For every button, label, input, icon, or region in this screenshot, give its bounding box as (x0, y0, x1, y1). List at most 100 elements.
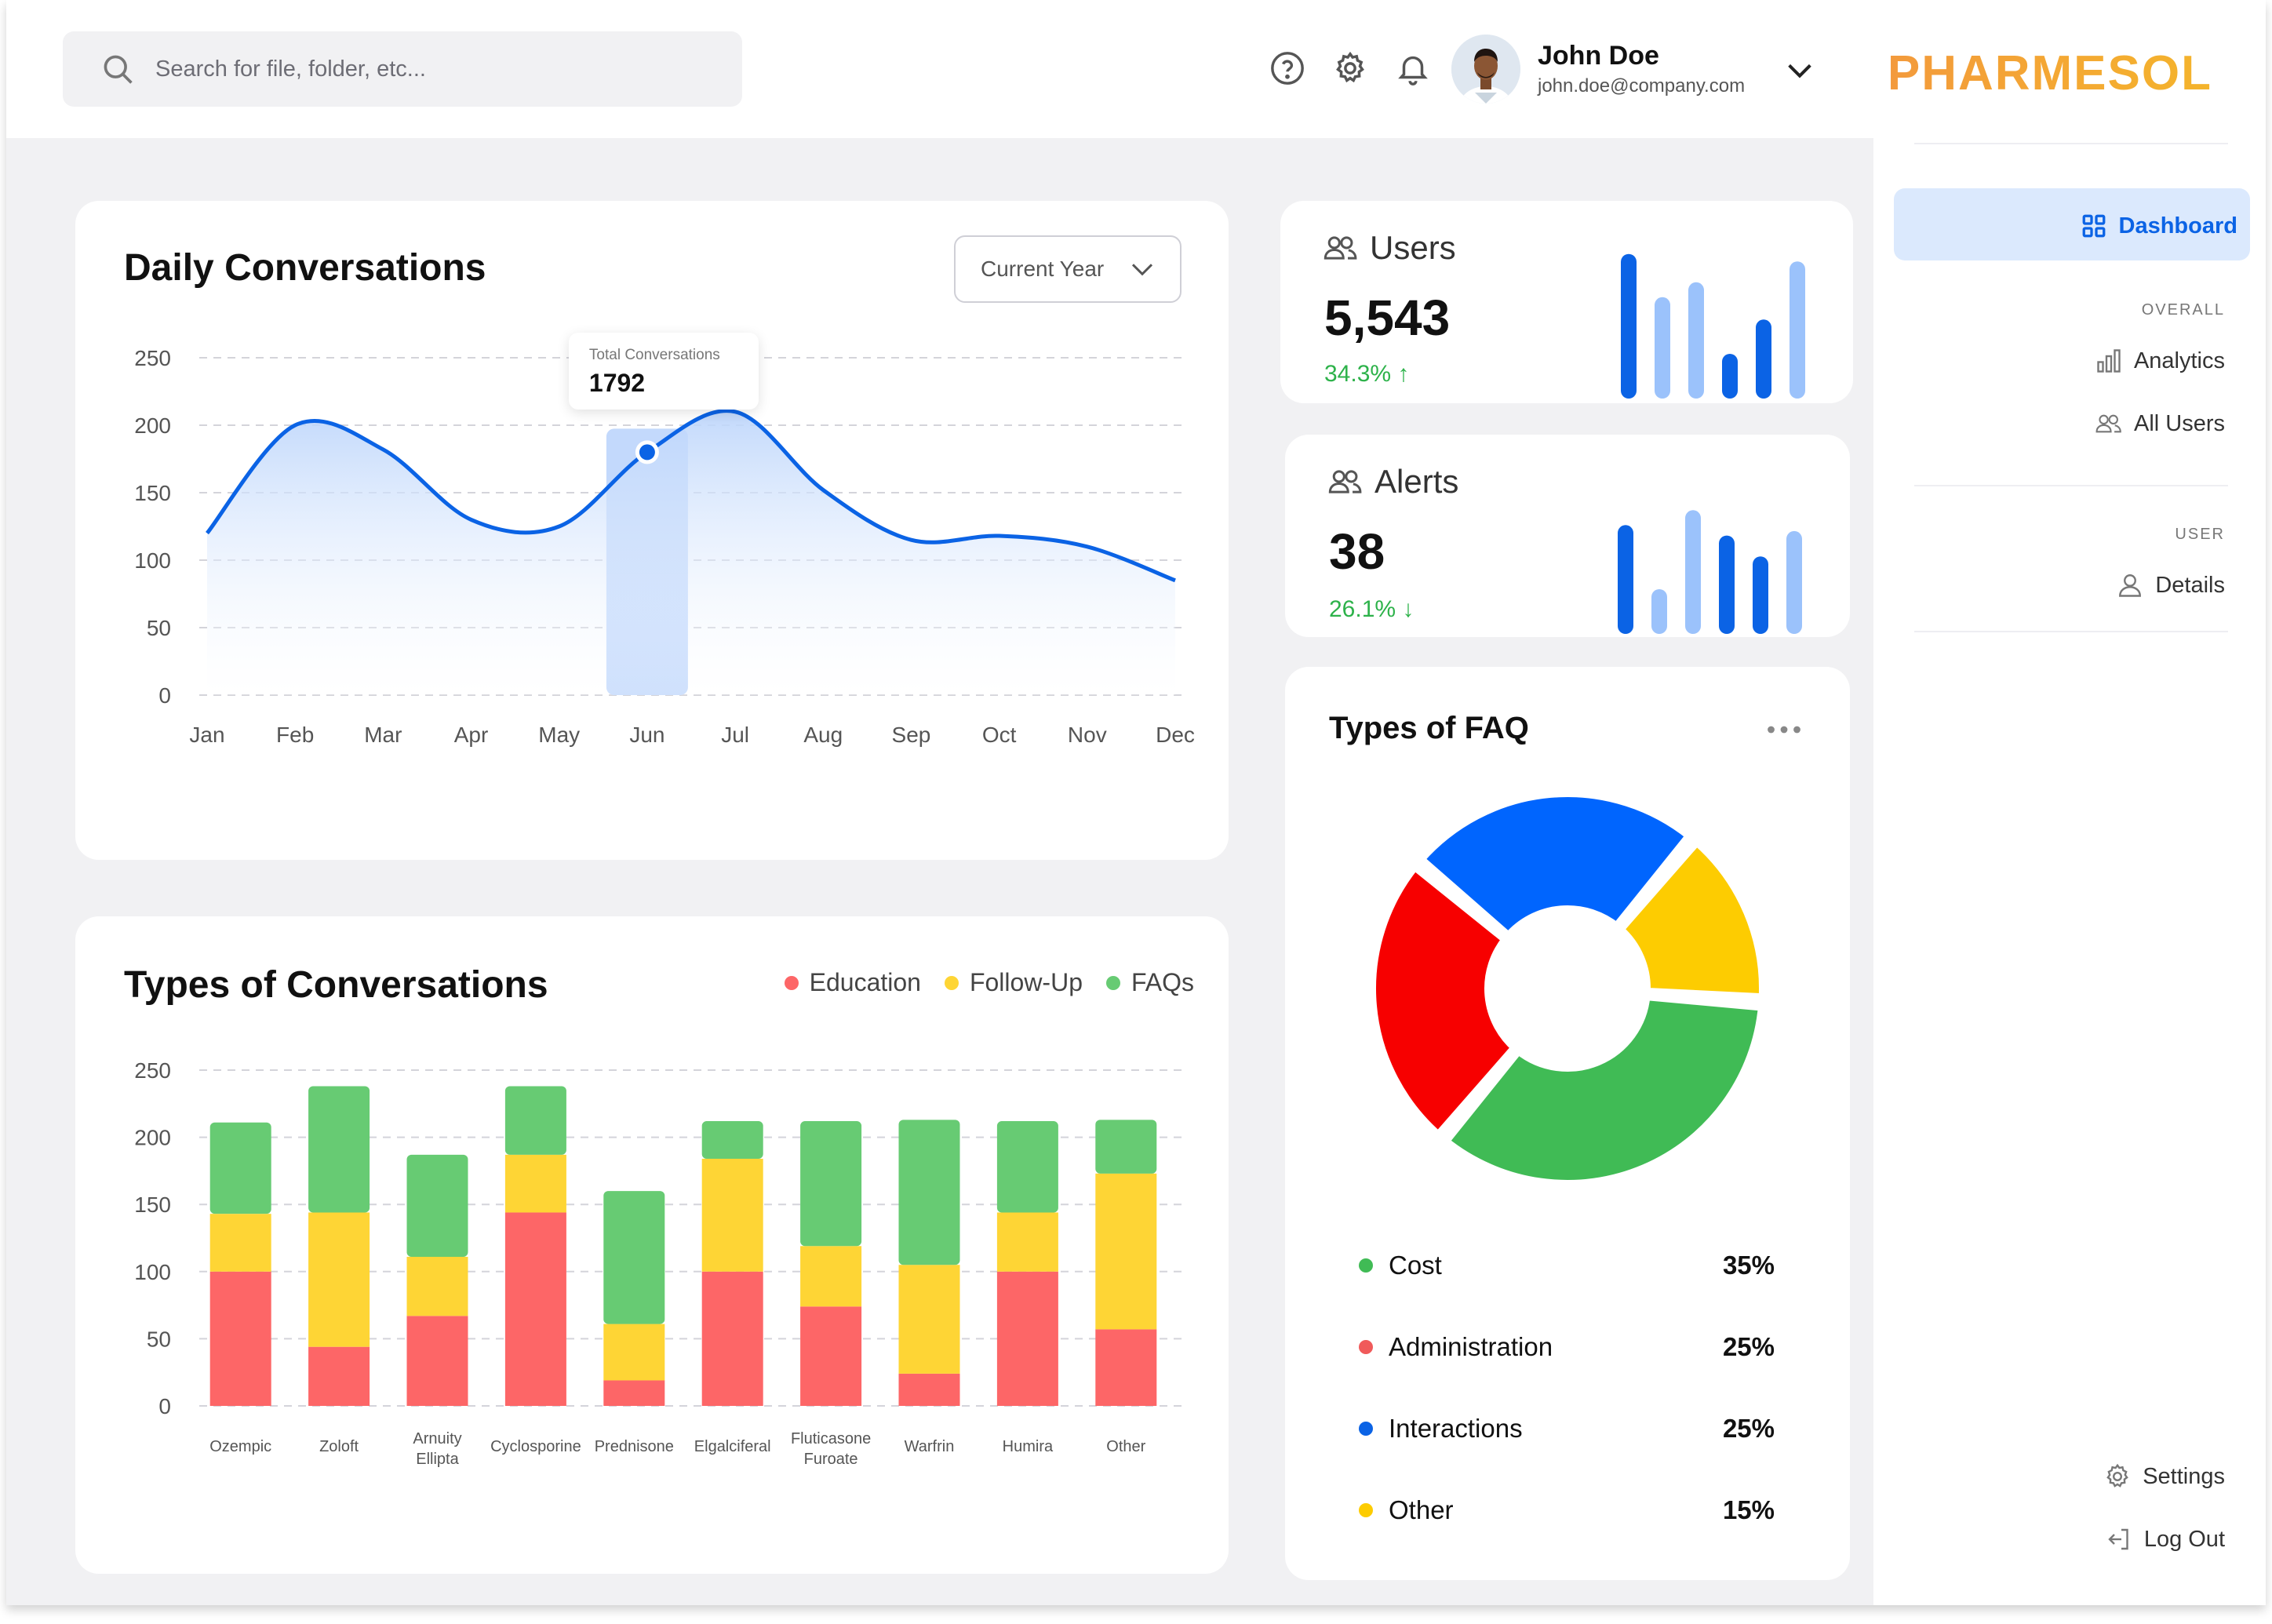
help-icon[interactable] (1269, 50, 1305, 86)
data-point[interactable] (639, 444, 655, 461)
more-options-icon[interactable] (1767, 725, 1801, 734)
tooltip-label: Total Conversations (588, 347, 720, 364)
spark-bar (1688, 282, 1704, 399)
sidebar-item-label: Details (2155, 572, 2225, 598)
legend-item-faqs[interactable]: FAQs (1105, 968, 1194, 997)
spark-bar (1685, 510, 1701, 634)
x-tick-label: Elgalciferal (694, 1438, 771, 1455)
bar-segment-faqs[interactable] (603, 1191, 665, 1324)
x-tick-label: May (538, 723, 580, 747)
sidebar-item-details[interactable]: Details (2116, 571, 2225, 599)
card-title: Daily Conversations (124, 247, 486, 289)
bar-segment-faqs[interactable] (209, 1122, 271, 1214)
bar-segment-education[interactable] (800, 1306, 862, 1406)
sidebar-divider (1914, 143, 2228, 144)
search-box[interactable] (63, 31, 742, 107)
bar-segment-follow-up[interactable] (898, 1265, 960, 1374)
brand-logo[interactable]: PHARMESOL (1887, 46, 2212, 100)
bar-segment-faqs[interactable] (406, 1154, 468, 1257)
bar-segment-follow-up[interactable] (504, 1154, 566, 1213)
sidebar-item-settings[interactable]: Settings (2103, 1462, 2225, 1491)
donut-slice-interactions[interactable] (1413, 788, 1698, 944)
gear-icon[interactable] (1332, 50, 1368, 86)
bar-segment-faqs[interactable] (996, 1121, 1058, 1213)
y-tick-label: 200 (134, 413, 171, 438)
bar-segment-follow-up[interactable] (308, 1212, 370, 1347)
bar-segment-faqs[interactable] (800, 1121, 862, 1247)
legend-item-education[interactable]: Education (784, 968, 921, 997)
bar-segment-follow-up[interactable] (800, 1246, 862, 1307)
app-window: John Doe john.doe@company.com PHARMESOL … (6, 0, 2266, 1605)
bar-segment-faqs[interactable] (504, 1086, 566, 1155)
donut-slice-administration[interactable] (1367, 858, 1523, 1143)
users-card[interactable]: Users 5,543 34.3% ↑ (1280, 201, 1853, 403)
bar-segment-education[interactable] (504, 1212, 566, 1406)
users-icon (1324, 236, 1357, 260)
bar-segment-education[interactable] (308, 1346, 370, 1406)
faq-legend-row[interactable]: Administration 25% (1359, 1332, 1775, 1362)
faq-legend-row[interactable]: Interactions 25% (1359, 1414, 1775, 1444)
donut-slice-other[interactable] (1612, 834, 1768, 1003)
stat-label: Alerts (1327, 463, 1458, 501)
types-of-conversations-card: Types of Conversations Education Follow-… (75, 916, 1229, 1574)
sidebar-item-analytics[interactable]: Analytics (2095, 347, 2225, 375)
avatar[interactable] (1451, 35, 1520, 104)
range-select[interactable]: Current Year (954, 235, 1182, 303)
bar-segment-education[interactable] (898, 1373, 960, 1406)
legend-item-follow-up[interactable]: Follow-Up (944, 968, 1083, 997)
tooltip-value: 1792 (588, 369, 646, 398)
donut-hole (1492, 913, 1643, 1064)
bar-segment-education[interactable] (603, 1380, 665, 1406)
sidebar-item-all-users[interactable]: All Users (2095, 410, 2225, 438)
bar-segment-follow-up[interactable] (996, 1212, 1058, 1272)
bar-segment-education[interactable] (209, 1271, 271, 1406)
y-tick-label: 150 (134, 1193, 171, 1217)
y-tick-label: 150 (134, 481, 171, 505)
x-tick-label: Mar (364, 723, 402, 747)
bar-segment-education[interactable] (701, 1271, 763, 1406)
bar-segment-education[interactable] (1095, 1329, 1157, 1406)
bell-icon[interactable] (1395, 50, 1431, 86)
bar-segment-faqs[interactable] (1095, 1120, 1157, 1174)
bar-segment-education[interactable] (996, 1271, 1058, 1406)
user-email: john.doe@company.com (1538, 75, 1746, 96)
user-icon (2119, 574, 2142, 597)
bar-segment-follow-up[interactable] (209, 1214, 271, 1272)
x-tick-label: Nov (1068, 723, 1107, 747)
stat-value: 5,543 (1324, 289, 1451, 346)
bar-segment-faqs[interactable] (308, 1086, 370, 1213)
sidebar-item-dashboard-bg[interactable] (1894, 188, 2250, 260)
top-bar: John Doe john.doe@company.com (6, 0, 1873, 138)
x-tick-label: Cyclosporine (490, 1438, 581, 1455)
alerts-card[interactable]: Alerts 38 26.1% ↓ (1285, 435, 1850, 637)
donut-slice-cost[interactable] (1437, 990, 1768, 1189)
bar-segment-follow-up[interactable] (603, 1324, 665, 1381)
sidebar-item-dashboard[interactable]: Dashboard (2080, 212, 2237, 240)
spark-bar (1651, 589, 1667, 634)
faq-legend-row[interactable]: Cost 35% (1359, 1251, 1775, 1280)
bar-segment-faqs[interactable] (701, 1121, 763, 1159)
x-tick-label: Jun (629, 723, 664, 747)
grid-icon (2082, 214, 2105, 238)
bar-segment-faqs[interactable] (898, 1120, 960, 1265)
x-tick-label: Prednisone (595, 1438, 674, 1455)
sidebar-item-logout[interactable]: Log Out (2105, 1525, 2225, 1553)
range-select-value: Current Year (981, 257, 1105, 281)
avatar-image (1451, 35, 1520, 104)
sidebar-divider (1914, 631, 2228, 632)
chart-tooltip: Total Conversations 1792 (568, 333, 759, 410)
spark-bar (1786, 530, 1802, 634)
search-input[interactable] (155, 31, 705, 107)
stat-value: 38 (1329, 523, 1385, 580)
chevron-down-icon[interactable] (1782, 55, 1817, 86)
bar-segment-follow-up[interactable] (1095, 1173, 1157, 1330)
spark-bar (1655, 297, 1670, 399)
faq-legend-row[interactable]: Other 15% (1359, 1495, 1775, 1525)
sidebar-item-label: All Users (2133, 410, 2225, 436)
bar-segment-follow-up[interactable] (406, 1256, 468, 1316)
y-tick-label: 200 (134, 1126, 171, 1150)
bar-segment-follow-up[interactable] (701, 1158, 763, 1272)
spark-bar (1618, 525, 1633, 634)
types-of-faq-card: Types of FAQ Cost 35% Administration 25%… (1285, 667, 1850, 1580)
bar-segment-education[interactable] (406, 1316, 468, 1406)
